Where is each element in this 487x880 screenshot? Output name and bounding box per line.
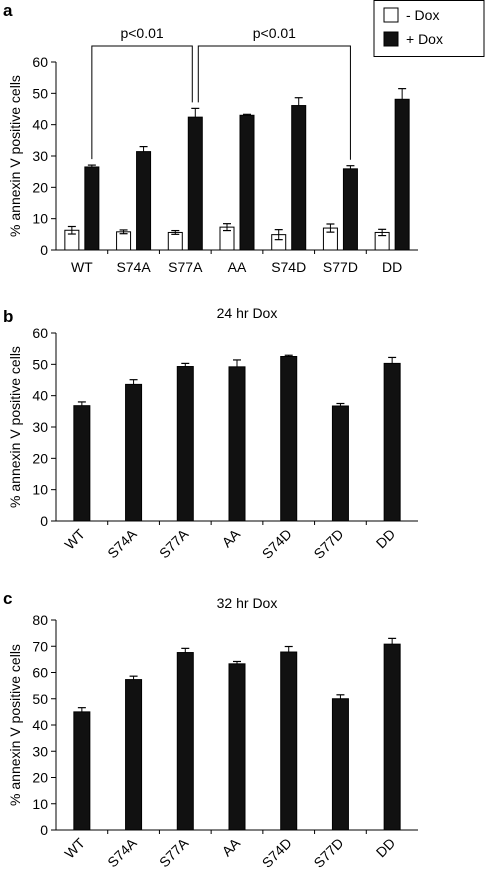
x-tick-label: WT <box>71 259 93 275</box>
legend-swatch <box>383 31 399 47</box>
legend-swatch <box>383 7 399 23</box>
x-tick-label: DD <box>373 835 399 861</box>
chart-title: 24 hr Dox <box>217 305 278 321</box>
bar <box>73 405 91 522</box>
bar <box>73 711 91 831</box>
bar <box>383 362 401 522</box>
bar <box>116 231 132 251</box>
x-tick-label: S77A <box>168 259 203 275</box>
bar <box>176 366 194 522</box>
y-tick-label: 60 <box>32 54 48 70</box>
x-tick-label: DD <box>382 259 402 275</box>
bar <box>84 166 100 251</box>
bar <box>280 356 298 522</box>
y-tick-label: 10 <box>32 796 48 812</box>
x-tick-label: S74A <box>104 834 140 870</box>
x-tick-label: S77A <box>156 525 192 561</box>
y-tick-label: 50 <box>32 356 48 372</box>
chart-title: 32 hr Dox <box>217 595 278 611</box>
x-tick-label: DD <box>373 526 399 552</box>
bar <box>280 651 298 831</box>
bar <box>176 652 194 831</box>
y-tick-label: 10 <box>32 211 48 227</box>
x-tick-label: AA <box>219 525 244 550</box>
y-tick-label: 0 <box>40 822 48 838</box>
y-tick-label: 30 <box>32 743 48 759</box>
y-tick-label: 50 <box>32 691 48 707</box>
x-tick-label: S74D <box>259 835 295 871</box>
y-tick-label: 40 <box>32 388 48 404</box>
bar <box>167 231 183 251</box>
y-tick-label: 0 <box>40 242 48 258</box>
x-tick-label: S77A <box>156 834 192 870</box>
bar <box>394 98 410 251</box>
legend-entry: - Dox <box>406 7 439 23</box>
x-tick-label: AA <box>228 259 247 275</box>
significance-bracket <box>91 45 193 160</box>
y-tick-label: 10 <box>32 482 48 498</box>
y-tick-label: 40 <box>32 117 48 133</box>
y-axis-label: % annexin V positive cells <box>7 75 23 237</box>
significance-label: p<0.01 <box>120 25 163 41</box>
significance-label: p<0.01 <box>253 25 296 41</box>
bar <box>228 663 246 831</box>
bar <box>342 168 358 251</box>
x-tick-label: S74A <box>104 525 140 561</box>
bar <box>291 105 307 251</box>
y-tick-label: 20 <box>32 179 48 195</box>
y-tick-label: 50 <box>32 85 48 101</box>
bar <box>125 383 143 522</box>
bar <box>187 116 203 251</box>
y-tick-label: 80 <box>32 612 48 628</box>
y-tick-label: 60 <box>32 665 48 681</box>
y-tick-label: 60 <box>32 325 48 341</box>
y-axis-label: % annexin V positive cells <box>7 346 23 508</box>
y-tick-label: 20 <box>32 770 48 786</box>
significance-bracket <box>197 45 351 160</box>
x-tick-label: S74A <box>116 259 151 275</box>
y-tick-label: 30 <box>32 419 48 435</box>
x-tick-label: S74D <box>259 526 295 562</box>
bar <box>331 405 349 522</box>
bar <box>228 366 246 522</box>
x-tick-label: S77D <box>323 259 358 275</box>
y-tick-label: 30 <box>32 148 48 164</box>
y-tick-label: 0 <box>40 513 48 529</box>
y-tick-label: 20 <box>32 450 48 466</box>
y-tick-label: 70 <box>32 638 48 654</box>
bar <box>239 114 255 251</box>
y-axis-label: % annexin V positive cells <box>7 644 23 806</box>
bar <box>125 679 143 831</box>
x-tick-label: S77D <box>310 835 346 871</box>
y-tick-label: 40 <box>32 717 48 733</box>
bar <box>136 151 152 251</box>
panel-letter: c <box>3 589 12 608</box>
x-tick-label: WT <box>61 525 88 552</box>
x-tick-label: AA <box>219 834 244 859</box>
panel-letter: a <box>3 1 13 20</box>
x-tick-label: S77D <box>310 526 346 562</box>
x-tick-label: S74D <box>271 259 306 275</box>
panel-letter: b <box>3 307 13 326</box>
x-tick-label: WT <box>61 834 88 861</box>
bar <box>383 643 401 831</box>
bar <box>331 698 349 831</box>
legend-entry: + Dox <box>406 31 443 47</box>
